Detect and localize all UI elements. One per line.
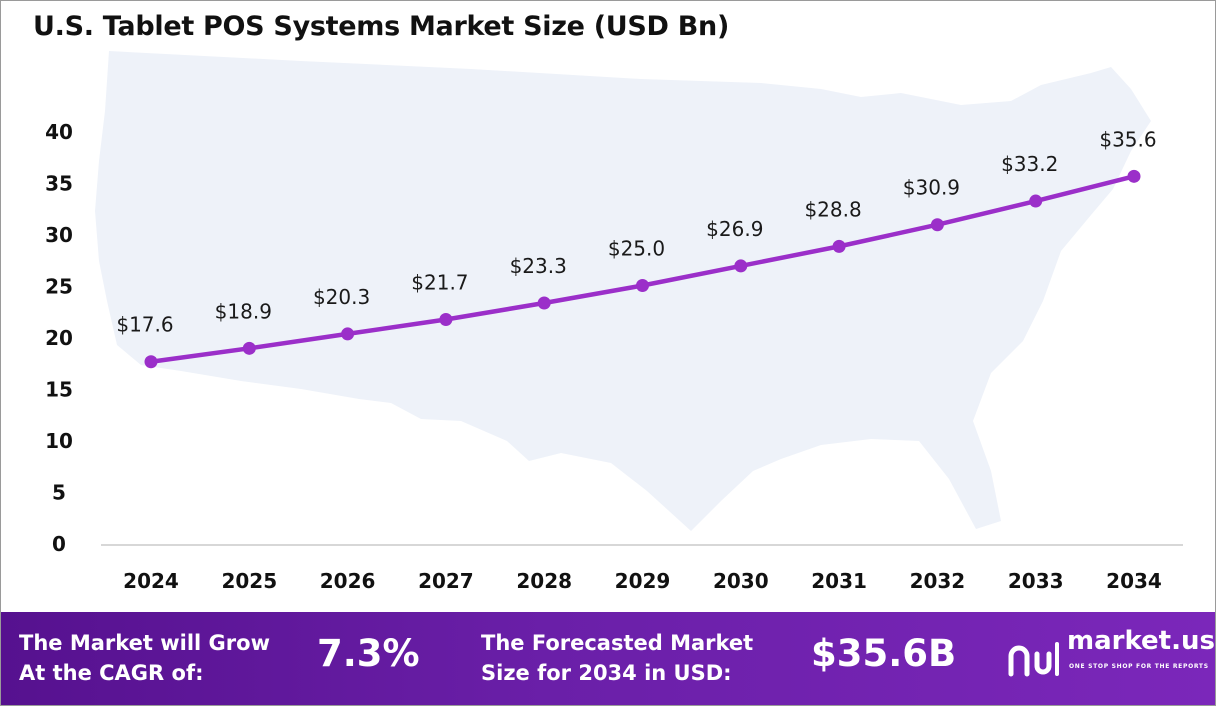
cagr-value: 7.3% xyxy=(317,632,420,675)
data-label: $17.6 xyxy=(116,313,173,337)
data-label: $33.2 xyxy=(1001,152,1058,176)
forecast-label-line1: The Forecasted Market xyxy=(481,631,754,655)
data-label: $30.9 xyxy=(903,176,960,200)
forecast-label-line2: Size for 2034 in USD: xyxy=(481,661,732,685)
data-label: $21.7 xyxy=(411,270,468,294)
cagr-label: The Market will Grow At the CAGR of: xyxy=(19,628,270,688)
x-tick-label: 2030 xyxy=(713,569,769,593)
data-point-marker xyxy=(734,259,748,273)
x-tick-label: 2033 xyxy=(1008,569,1064,593)
y-tick-label: 25 xyxy=(45,275,73,299)
y-tick-label: 30 xyxy=(45,223,73,247)
logo-tagline: ONE STOP SHOP FOR THE REPORTS xyxy=(1069,663,1209,670)
logo-name: market.us xyxy=(1067,626,1215,656)
market-us-logo-icon xyxy=(1008,642,1059,677)
data-point-marker xyxy=(242,341,256,355)
data-point-marker xyxy=(537,296,551,310)
cagr-label-line2: At the CAGR of: xyxy=(19,661,204,685)
y-tick-label: 0 xyxy=(52,532,66,556)
cagr-label-line1: The Market will Grow xyxy=(19,631,270,655)
chart-title: U.S. Tablet POS Systems Market Size (USD… xyxy=(33,11,730,42)
data-label: $28.8 xyxy=(804,197,861,221)
data-point-marker xyxy=(832,239,846,253)
forecast-value: $35.6B xyxy=(811,632,957,675)
data-point-marker xyxy=(439,312,453,326)
x-tick-label: 2026 xyxy=(320,569,376,593)
data-point-marker xyxy=(930,218,944,232)
y-tick-label: 15 xyxy=(45,378,73,402)
data-labels: $17.6 $18.9 $20.3 $21.7 $23.3 $25.0 $26.9 $28.8… xyxy=(116,127,1156,336)
data-label: $18.9 xyxy=(215,299,272,323)
x-tick-label: 2029 xyxy=(615,569,671,593)
y-tick-label: 40 xyxy=(45,120,73,144)
data-point-marker xyxy=(1127,169,1141,183)
data-point-marker xyxy=(636,279,649,292)
y-tick-label: 5 xyxy=(52,481,66,505)
summary-footer: The Market will Grow At the CAGR of: 7.3… xyxy=(1,612,1215,705)
x-tick-label: 2027 xyxy=(418,569,474,593)
data-point-marker xyxy=(341,327,355,341)
data-label: $20.3 xyxy=(313,285,370,309)
data-point-marker xyxy=(1029,194,1043,208)
data-label: $35.6 xyxy=(1099,127,1156,151)
data-markers xyxy=(144,169,1141,369)
data-point-marker xyxy=(144,355,158,369)
y-tick-label: 35 xyxy=(45,172,73,196)
x-tick-label: 2031 xyxy=(811,569,867,593)
forecast-label: The Forecasted Market Size for 2034 in U… xyxy=(481,628,753,688)
x-tick-label: 2032 xyxy=(910,569,966,593)
data-label: $23.3 xyxy=(510,254,567,278)
x-tick-label: 2034 xyxy=(1106,569,1162,593)
y-tick-label: 20 xyxy=(45,326,73,350)
y-tick-label: 10 xyxy=(45,429,73,453)
x-tick-label: 2025 xyxy=(221,569,277,593)
data-label: $25.0 xyxy=(608,237,665,261)
x-axis-ticks: 2024 2025 2026 2027 2028 2029 2030 2031 2032 2033… xyxy=(123,569,1162,593)
x-tick-label: 2028 xyxy=(516,569,572,593)
data-label: $26.9 xyxy=(706,217,763,241)
y-axis-ticks: 0 5 10 15 20 25 30 35 40 xyxy=(45,120,73,556)
x-tick-label: 2024 xyxy=(123,569,179,593)
